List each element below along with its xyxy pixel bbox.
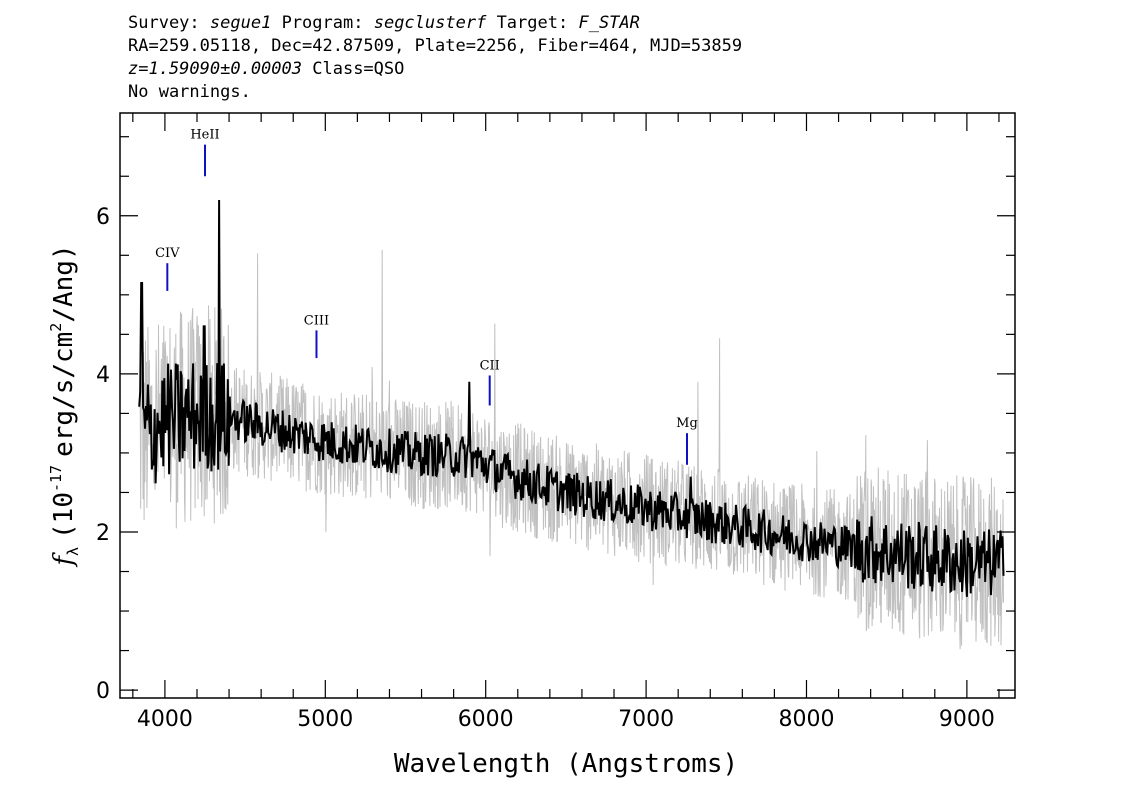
y-axis-title-units: erg/s/cm: [49, 332, 79, 457]
y-tick-label: 2: [96, 521, 110, 546]
target-label: Target:: [496, 13, 569, 33]
axis-ticks: 4000 5000 6000 7000 8000 9000 0 2 4 6: [96, 113, 1015, 732]
line-label-civ: CIV: [155, 246, 180, 261]
y-tick-label: 0: [96, 679, 110, 704]
line-label-mg: Mg: [676, 416, 698, 431]
line-label-ciii: CIII: [304, 313, 329, 328]
y-axis-title-open: (10: [49, 492, 79, 539]
y-axis-title-subscript: λ: [64, 547, 82, 556]
y-tick-label: 4: [96, 363, 110, 388]
raw-flux-series: [138, 249, 1004, 650]
line-label-cii: CII: [480, 358, 500, 373]
smoothed-flux-series: [138, 199, 1005, 597]
header-line-warnings: No warnings.: [128, 82, 251, 102]
header-line-redshift: z=1.59090±0.00003 Class=QSO: [128, 58, 1028, 81]
survey-label: Survey:: [128, 13, 200, 33]
x-tick-label: 4000: [137, 707, 193, 732]
y-axis-title-close: /Ang): [49, 244, 79, 322]
x-axis-title: Wavelength (Angstroms): [394, 749, 738, 779]
x-tick-label: 7000: [618, 707, 674, 732]
x-tick-label: 5000: [297, 707, 353, 732]
target-value: F_STAR: [578, 13, 640, 33]
emission-line-markers: CIV HeII CIII CII Mg: [155, 128, 698, 465]
redshift-value: z=1.59090±0.00003: [128, 59, 302, 79]
x-tick-label: 8000: [778, 707, 834, 732]
y-axis-title-exponent: -17: [47, 465, 65, 492]
raw-flux-line: [138, 249, 1004, 650]
plot-frame: [119, 112, 1016, 699]
x-tick-label: 6000: [458, 707, 514, 732]
class-value: Class=QSO: [312, 59, 405, 79]
y-tick-label: 6: [96, 205, 110, 230]
line-label-heii: HeII: [190, 128, 219, 143]
smoothed-flux-line: [138, 199, 1005, 597]
y-axis-title: fλ(10-17erg/s/cm2/Ang): [47, 244, 82, 567]
header-line-coordinates: RA=259.05118, Dec=42.87509, Plate=2256, …: [128, 36, 743, 56]
program-label: Program:: [281, 13, 364, 33]
plot-axes: [119, 112, 1016, 699]
x-tick-label: 9000: [939, 707, 995, 732]
y-axis-title-exponent-2: 2: [47, 323, 65, 332]
spectrum-header: Survey: segue1 Program: segclusterf Targ…: [128, 12, 1028, 104]
program-value: segclusterf: [373, 13, 487, 33]
survey-value: segue1: [209, 13, 272, 33]
header-line-survey: Survey: segue1 Program: segclusterf Targ…: [128, 12, 1028, 35]
